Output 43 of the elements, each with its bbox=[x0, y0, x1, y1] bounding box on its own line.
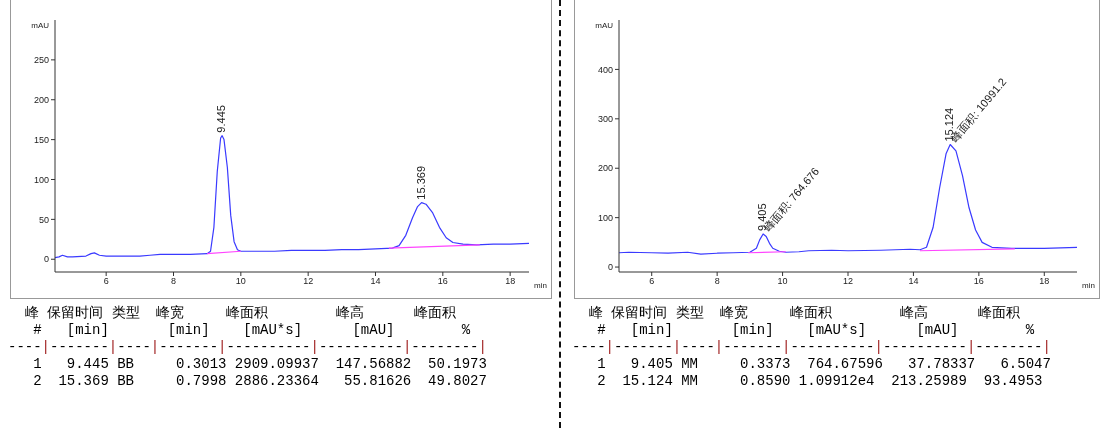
y-tick-label: 200 bbox=[597, 163, 613, 174]
y-tick-label: 300 bbox=[597, 114, 613, 125]
y-tick-label: 100 bbox=[597, 212, 613, 223]
text: # [min] [min] [mAU*s] [mAU] % bbox=[32, 322, 472, 339]
line-series bbox=[55, 135, 529, 259]
y-axis-title: mAU bbox=[31, 20, 50, 30]
y-tick-label: 0 bbox=[607, 262, 613, 273]
text: 2 15.369 BB 0.7998 2886.23364 55.81626 49.8027 bbox=[32, 373, 488, 390]
text: ----|-------|----|-------|----------|----------|--------| bbox=[8, 339, 487, 355]
y-tick-label: 150 bbox=[33, 134, 49, 145]
y-tick-label: 100 bbox=[33, 174, 49, 185]
line-series bbox=[619, 143, 1077, 255]
annotation: 15.369 bbox=[414, 165, 427, 200]
x-tick-label: 12 bbox=[303, 276, 314, 287]
text: ----|-------|----|-------|----------|----------|--------| bbox=[572, 339, 1051, 355]
x-tick-label: 12 bbox=[842, 276, 854, 287]
x-tick-label: 10 bbox=[777, 276, 788, 287]
x-tick-label: 16 bbox=[973, 276, 984, 287]
x-tick-label: 14 bbox=[908, 276, 919, 287]
text: 1 9.445 BB 0.3013 2909.09937 147.56882 50.1973 bbox=[32, 356, 488, 373]
x-tick-label: 6 bbox=[649, 276, 655, 287]
x-axis-title: min bbox=[1082, 281, 1095, 290]
text: 峰 保留时间 类型 峰宽 峰面积 峰高 峰面积 bbox=[587, 305, 1022, 322]
x-tick-label: 10 bbox=[235, 276, 246, 287]
text: # [min] [min] [mAU*s] [mAU] % bbox=[596, 322, 1036, 339]
text: 峰 保留时间 类型 峰宽 峰面积 峰高 峰面积 bbox=[23, 305, 458, 322]
x-axis-title: min bbox=[534, 281, 547, 290]
y-tick-label: 50 bbox=[38, 214, 49, 225]
x-tick-label: 18 bbox=[1039, 276, 1050, 287]
y-tick-label: 250 bbox=[33, 55, 49, 66]
x-tick-label: 14 bbox=[370, 276, 381, 287]
y-tick-label: 0 bbox=[43, 254, 49, 265]
x-tick-label: 8 bbox=[714, 276, 720, 287]
text: 2 15.124 MM 0.8590 1.09912e4 213.25989 93.4953 bbox=[596, 373, 1044, 390]
x-tick-label: 18 bbox=[505, 276, 516, 287]
x-tick-label: 16 bbox=[437, 276, 448, 287]
annotation: 9.445 bbox=[215, 105, 228, 133]
x-tick-label: 6 bbox=[103, 276, 109, 287]
text: 1 9.405 MM 0.3373 764.67596 37.78337 6.5047 bbox=[596, 356, 1052, 373]
y-axis-title: mAU bbox=[595, 20, 614, 30]
x-tick-label: 8 bbox=[170, 276, 177, 287]
y-tick-label: 400 bbox=[597, 64, 613, 75]
y-tick-label: 200 bbox=[33, 94, 49, 105]
